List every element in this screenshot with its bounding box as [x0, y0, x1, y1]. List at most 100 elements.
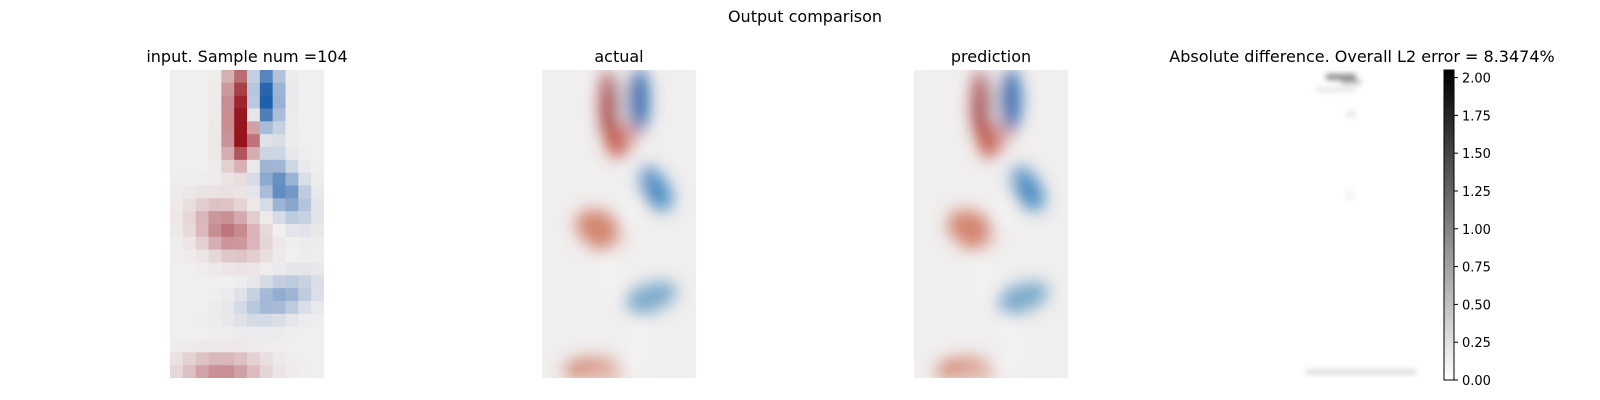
input-cell	[247, 70, 261, 84]
input-cell	[170, 172, 184, 186]
input-cell	[195, 339, 209, 353]
colorbar: 0.00 0.25 0.50 0.75 1.00 1.25 1.50 1.75 2.00	[1443, 69, 1491, 389]
input-cell	[208, 70, 222, 84]
input-cell	[170, 134, 184, 148]
separating-streak	[952, 70, 1020, 378]
input-cell	[311, 172, 324, 186]
input-cell	[182, 249, 196, 263]
input-cell	[311, 275, 324, 289]
input-cell	[170, 95, 184, 109]
input-cell	[285, 134, 299, 148]
input-cell	[259, 249, 273, 263]
input-cell	[234, 326, 248, 340]
input-cell	[311, 121, 324, 135]
input-cell	[311, 185, 324, 199]
input-cell	[234, 95, 248, 109]
input-cell	[298, 95, 312, 109]
input-cell	[311, 82, 324, 96]
input-cell	[298, 262, 312, 276]
input-cell	[221, 224, 235, 238]
input-cell	[298, 288, 312, 302]
input-cell	[298, 224, 312, 238]
negative-vortex	[635, 165, 673, 211]
input-cell	[195, 198, 209, 212]
input-cell	[298, 275, 312, 289]
input-cell	[247, 185, 261, 199]
panel-actual: actual	[542, 47, 696, 378]
input-cell	[285, 82, 299, 96]
input-cell	[208, 172, 222, 186]
difference-mark	[1306, 370, 1416, 374]
input-cell	[272, 121, 286, 135]
input-cell	[234, 365, 248, 378]
input-cell	[221, 326, 235, 340]
input-cell	[259, 159, 273, 173]
input-cell	[182, 185, 196, 199]
input-cell	[221, 339, 235, 353]
input-cell	[234, 236, 248, 250]
input-cell	[195, 236, 209, 250]
input-cell	[195, 275, 209, 289]
input-cell	[272, 147, 286, 161]
input-cell	[208, 134, 222, 148]
negative-vortex	[999, 70, 1021, 132]
colorbar-tick-label: 1.50	[1462, 147, 1491, 162]
input-cell	[311, 198, 324, 212]
input-cell	[234, 224, 248, 238]
input-cell	[221, 159, 235, 173]
input-cell	[234, 313, 248, 327]
panel-difference: Absolute difference. Overall L2 error = …	[1169, 47, 1555, 378]
input-cell	[285, 313, 299, 327]
input-cell	[311, 70, 324, 84]
input-cell	[221, 147, 235, 161]
input-cell	[208, 339, 222, 353]
input-cell	[208, 275, 222, 289]
input-cell	[311, 95, 324, 109]
input-cell	[259, 172, 273, 186]
input-cell	[311, 365, 324, 378]
input-cell	[285, 198, 299, 212]
input-cell	[208, 352, 222, 366]
colorbar-tick-label: 0.25	[1462, 336, 1491, 351]
input-cell	[170, 275, 184, 289]
input-cell	[170, 249, 184, 263]
input-cell	[285, 262, 299, 276]
input-cell	[272, 275, 286, 289]
input-cell	[170, 352, 184, 366]
input-cell	[247, 134, 261, 148]
input-cell	[170, 121, 184, 135]
input-cell	[298, 172, 312, 186]
difference-mark	[1341, 80, 1361, 84]
input-cell	[195, 262, 209, 276]
negative-vortex	[1007, 165, 1045, 211]
input-cell	[234, 70, 248, 84]
input-cell	[272, 70, 286, 84]
input-cell	[208, 95, 222, 109]
input-cell	[234, 121, 248, 135]
input-cell	[208, 159, 222, 173]
input-cell	[182, 121, 196, 135]
input-cell	[311, 339, 324, 353]
input-cell	[311, 301, 324, 315]
input-cell	[170, 185, 184, 199]
input-cell	[182, 262, 196, 276]
difference-mark	[1316, 88, 1356, 91]
input-cell	[170, 326, 184, 340]
input-cell	[170, 108, 184, 122]
input-cell	[234, 352, 248, 366]
input-cell	[195, 365, 209, 378]
input-cell	[234, 288, 248, 302]
input-cell	[221, 301, 235, 315]
input-cell	[247, 365, 261, 378]
input-cell	[311, 134, 324, 148]
input-cell	[195, 288, 209, 302]
input-cell	[311, 224, 324, 238]
input-cell	[247, 275, 261, 289]
input-cell	[208, 365, 222, 378]
input-cell	[195, 121, 209, 135]
input-cell	[195, 172, 209, 186]
input-cell	[272, 352, 286, 366]
input-cell	[272, 236, 286, 250]
input-cell	[208, 288, 222, 302]
input-cell	[272, 185, 286, 199]
